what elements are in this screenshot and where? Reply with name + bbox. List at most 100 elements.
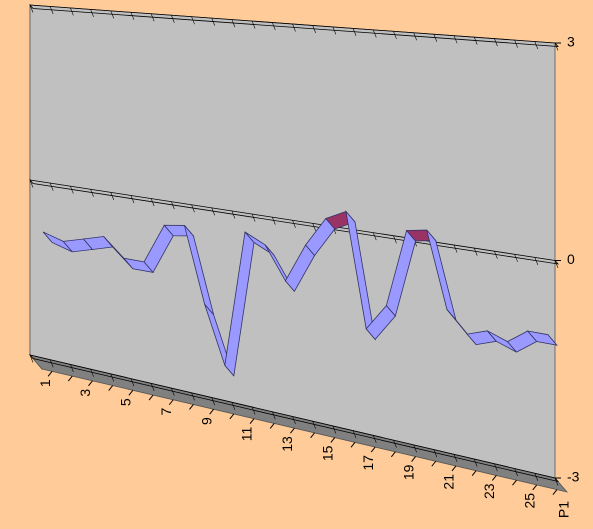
x-tick xyxy=(249,418,255,424)
grid-tick xyxy=(332,425,337,434)
grid-tick xyxy=(231,402,236,410)
grid-tick xyxy=(292,23,296,32)
x-tick-label: 17 xyxy=(360,455,376,471)
x-tick-label: 5 xyxy=(118,398,134,406)
grid-tick xyxy=(473,248,478,256)
x-tick-label: 11 xyxy=(239,426,255,441)
grid-tick xyxy=(110,373,115,382)
grid-tick xyxy=(150,13,155,22)
grid-tick xyxy=(29,354,34,363)
x-tick xyxy=(471,470,477,477)
x-tick-label: 3 xyxy=(77,389,93,397)
grid-tick xyxy=(514,254,518,262)
grid-tick xyxy=(251,20,256,29)
x-tick xyxy=(88,380,93,387)
x-tick xyxy=(229,413,235,420)
x-tick xyxy=(189,404,194,410)
x-tick-label: 9 xyxy=(198,417,214,425)
grid-tick xyxy=(393,440,397,448)
grid-tick xyxy=(70,7,74,16)
y-tick-label: 3 xyxy=(567,34,575,50)
grid-tick xyxy=(453,454,458,462)
grid-tick xyxy=(211,207,216,216)
y-tick-label: 0 xyxy=(567,251,575,267)
grid-tick xyxy=(110,192,115,200)
grid-line xyxy=(29,4,559,47)
x-tick xyxy=(350,442,356,448)
grid-tick xyxy=(150,198,155,207)
grid-tick xyxy=(130,378,135,387)
grid-tick xyxy=(534,473,539,481)
x-tick-label: 19 xyxy=(400,464,416,480)
grid-tick xyxy=(433,449,438,458)
grid-tick xyxy=(171,201,175,210)
x-tick-label: 1 xyxy=(37,379,53,387)
x-tick xyxy=(67,375,73,382)
grid-tick xyxy=(130,12,135,20)
x-tick xyxy=(330,437,336,443)
grid-tick xyxy=(49,359,54,368)
x-tick-label: 7 xyxy=(158,408,174,416)
x-tick xyxy=(310,432,315,439)
grid-tick xyxy=(514,468,518,477)
grid-tick xyxy=(312,421,316,429)
grid-tick xyxy=(251,406,256,415)
x-tick xyxy=(532,484,538,491)
x-tick-label: 13 xyxy=(279,436,295,452)
grid-tick xyxy=(251,213,256,222)
grid-tick xyxy=(272,217,276,225)
series-label: P1 xyxy=(556,501,572,518)
grid-tick xyxy=(211,397,216,406)
grid-tick xyxy=(312,223,316,231)
grid-tick xyxy=(352,430,357,439)
grid-tick xyxy=(272,411,276,420)
grid-tick xyxy=(171,15,175,23)
x-tick xyxy=(128,389,134,396)
grid-tick xyxy=(534,41,539,50)
grid-tick xyxy=(171,388,175,396)
grid-tick xyxy=(332,26,337,35)
grid-tick xyxy=(49,182,54,191)
grid-tick xyxy=(413,444,417,453)
x-tick xyxy=(552,489,558,495)
grid-tick xyxy=(494,463,498,472)
grid-tick xyxy=(554,477,559,486)
grid-tick xyxy=(272,22,276,31)
x-tick xyxy=(290,427,295,434)
x-tick-label: 23 xyxy=(481,483,497,499)
grid-tick xyxy=(70,186,74,194)
grid-tick xyxy=(352,28,357,36)
grid-tick xyxy=(393,31,397,39)
grid-tick xyxy=(90,189,94,197)
grid-tick xyxy=(514,39,518,48)
grid-tick xyxy=(433,34,438,42)
grid-tick xyxy=(292,416,296,425)
x-tick xyxy=(512,479,517,486)
grid-tick xyxy=(473,458,478,467)
grid-tick xyxy=(90,369,94,377)
x-tick xyxy=(47,371,53,377)
x-tick xyxy=(451,465,457,472)
x-tick xyxy=(148,394,154,401)
x-tick-label: 15 xyxy=(319,445,335,461)
grid-tick xyxy=(191,16,195,25)
x-tick-label: 25 xyxy=(521,493,537,509)
grid-tick xyxy=(494,251,498,259)
grid-tick xyxy=(29,179,34,188)
grid-tick xyxy=(231,210,236,219)
grid-tick xyxy=(372,29,377,38)
grid-tick xyxy=(554,42,559,51)
grid-tick xyxy=(191,392,195,401)
x-tick xyxy=(370,446,376,453)
grid-tick xyxy=(372,232,377,241)
grid-tick xyxy=(494,38,498,47)
grid-tick xyxy=(453,35,458,44)
ribbon-segment xyxy=(526,330,558,346)
grid-tick xyxy=(534,257,539,266)
grid-tick xyxy=(49,6,54,15)
grid-line xyxy=(28,354,560,483)
grid-tick xyxy=(110,10,115,19)
grid-tick xyxy=(453,244,458,253)
grid-tick xyxy=(191,204,195,213)
